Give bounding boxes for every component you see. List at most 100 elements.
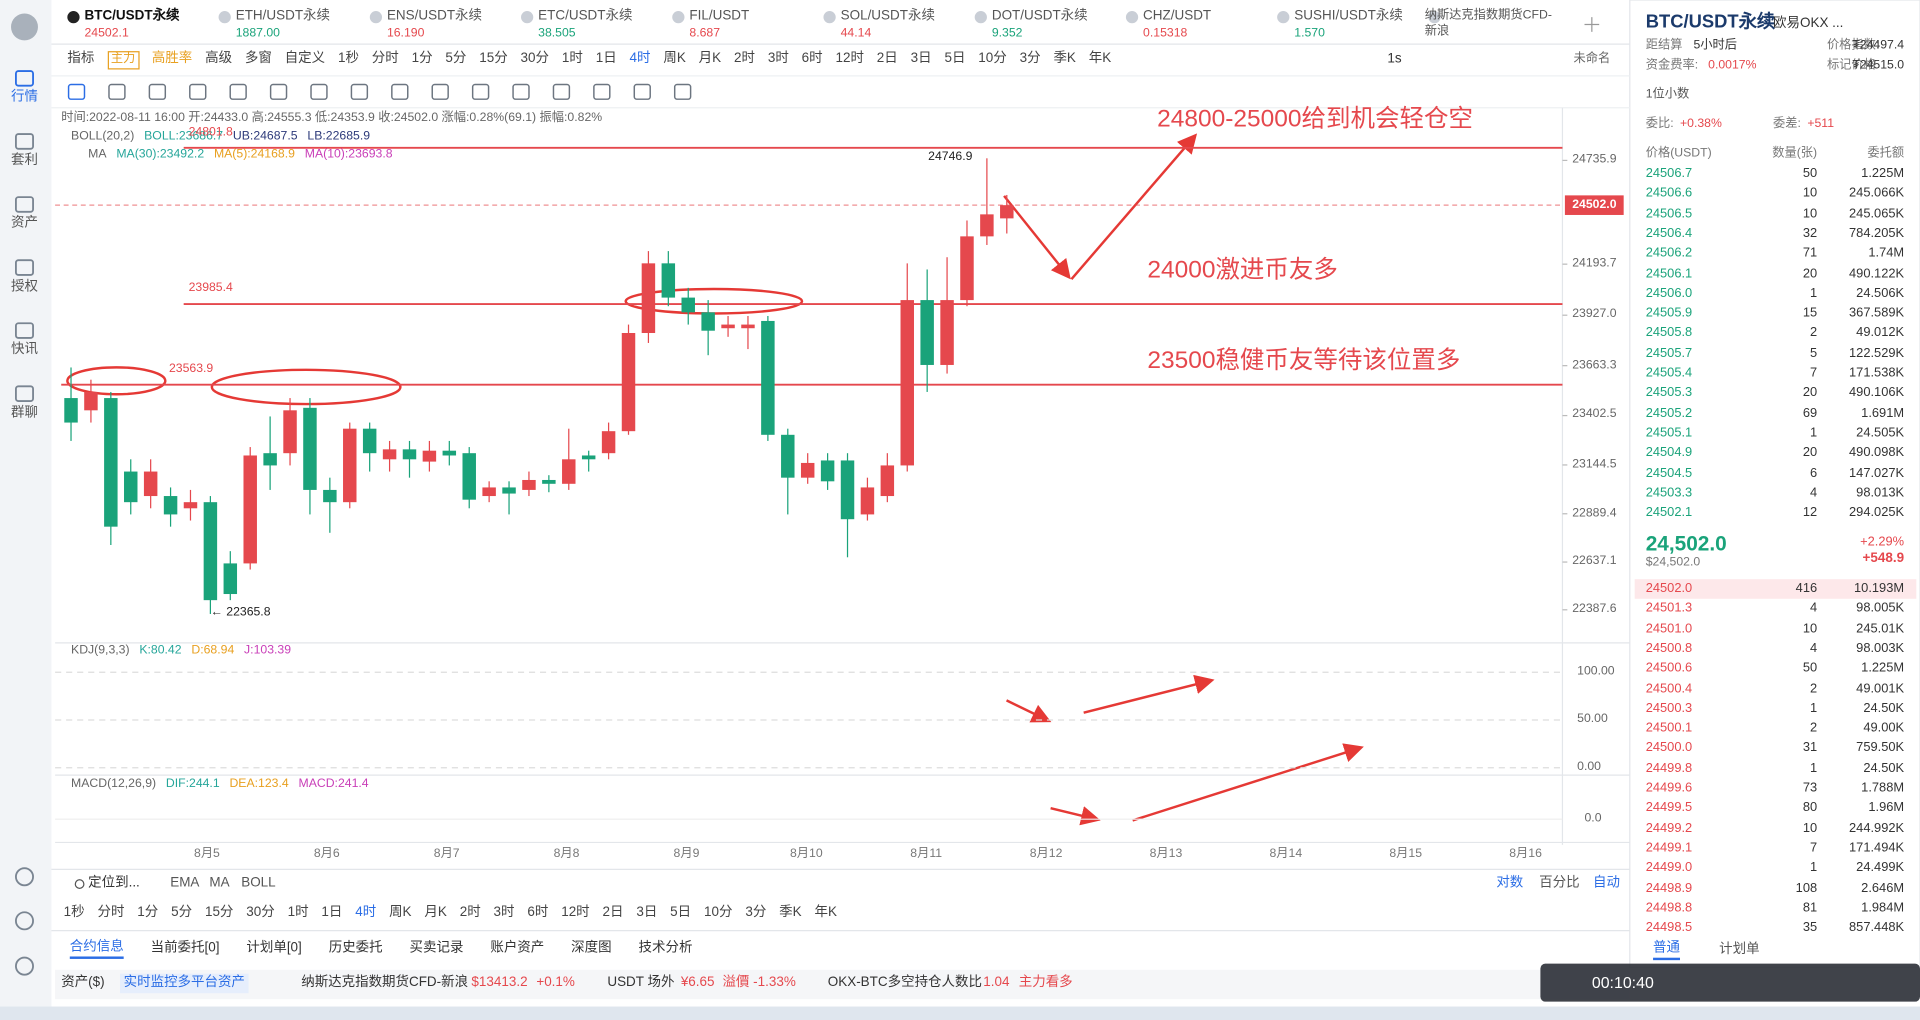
timeframe[interactable]: 2时 [734, 51, 755, 67]
order-price[interactable]: 24499.1 [1645, 840, 1693, 856]
timeframe[interactable]: 1分 [137, 905, 159, 920]
order-price[interactable]: 24506.4 [1645, 225, 1693, 241]
bottom-tab[interactable]: 买卖记录 [409, 940, 464, 956]
draw-tool[interactable] [552, 83, 571, 100]
timeframe[interactable]: 3日 [910, 51, 932, 67]
scale-toggle[interactable]: 对数 [1496, 875, 1524, 891]
timeframe[interactable]: 3时 [493, 905, 515, 920]
scale-toggle[interactable]: 百分比 [1539, 875, 1580, 891]
toolbar-item[interactable]: 多窗 [244, 51, 272, 67]
sidebar-icon[interactable] [15, 867, 34, 887]
timeframe[interactable]: 4时 [629, 51, 651, 67]
timeframe[interactable]: 3分 [1019, 51, 1041, 67]
order-price[interactable]: 24500.4 [1645, 680, 1693, 696]
order-price[interactable]: 24500.3 [1645, 700, 1693, 716]
order-price[interactable]: 24505.4 [1645, 365, 1693, 381]
panel-tab[interactable]: 计划单 [1719, 941, 1760, 957]
draw-tool[interactable] [593, 83, 611, 100]
sidebar-icon[interactable] [15, 259, 34, 276]
timeframe[interactable]: 10分 [704, 905, 733, 920]
toolbar-item[interactable]: 指标 [67, 51, 95, 67]
draw-tool[interactable] [633, 83, 651, 100]
toolbar-item[interactable]: 未命名 [1573, 52, 1611, 66]
panel-tab[interactable]: 普通 [1653, 941, 1681, 960]
timeframe[interactable]: 5日 [670, 905, 692, 920]
locate-button[interactable]: 定位到... [88, 875, 140, 891]
draw-tool[interactable] [269, 83, 288, 100]
order-price[interactable]: 24500.0 [1645, 740, 1693, 756]
timeframe[interactable]: 5分 [445, 51, 467, 67]
toolbar-item[interactable]: 自定义 [284, 51, 326, 67]
order-price[interactable]: 24499.8 [1645, 760, 1693, 776]
order-price[interactable]: 24501.3 [1645, 600, 1693, 616]
order-price[interactable]: 24500.1 [1645, 720, 1693, 736]
timeframe[interactable]: 月K [424, 905, 447, 920]
bottom-tab[interactable]: 账户资产 [490, 940, 545, 956]
draw-tool[interactable] [108, 83, 126, 100]
order-price[interactable]: 24504.9 [1645, 445, 1693, 460]
tab-name[interactable]: FIL/USDT [689, 8, 750, 24]
timeframe[interactable]: 5分 [171, 905, 193, 920]
tab-name[interactable]: ETC/USDT永续 [538, 8, 633, 24]
timeframe[interactable]: 30分 [246, 905, 275, 920]
timeframe[interactable]: 1秒 [337, 51, 359, 67]
timeframe[interactable]: 1分 [411, 51, 433, 67]
timeframe[interactable]: 季K [1053, 51, 1076, 67]
indicator-toggle[interactable]: EMA [170, 875, 200, 891]
draw-tool[interactable] [310, 83, 328, 100]
timeframe[interactable]: 年K [1088, 51, 1112, 67]
timeframe[interactable]: 月K [698, 51, 722, 67]
timeframe[interactable]: 6时 [527, 905, 549, 920]
tab-name[interactable]: BTC/USDT永续 [84, 8, 180, 24]
timeframe[interactable]: 年K [814, 905, 837, 920]
timeframe[interactable]: 4时 [355, 905, 377, 920]
draw-tool[interactable] [350, 83, 369, 100]
order-price[interactable]: 24506.6 [1645, 185, 1693, 201]
sidebar-item[interactable]: 行情 [11, 89, 38, 105]
timeframe[interactable]: 1日 [321, 905, 343, 920]
bottom-tab[interactable]: 技术分析 [638, 940, 693, 956]
timeframe[interactable]: 分时 [371, 51, 399, 67]
bottom-tab[interactable]: 计划单[0] [246, 940, 302, 956]
draw-tool[interactable] [229, 83, 247, 100]
tab-name[interactable]: CHZ/USDT [1143, 8, 1212, 24]
bottom-tab[interactable]: 当前委托[0] [150, 940, 220, 956]
sidebar-icon[interactable] [15, 70, 34, 87]
draw-tool[interactable] [471, 83, 490, 100]
timeframe[interactable]: 10分 [978, 51, 1007, 67]
order-price[interactable]: 24505.7 [1645, 345, 1693, 361]
sidebar-item[interactable]: 资产 [11, 215, 38, 231]
timeframe[interactable]: 3日 [636, 905, 658, 920]
order-price[interactable]: 24503.3 [1645, 485, 1693, 500]
order-price[interactable]: 24506.1 [1645, 265, 1693, 281]
order-price[interactable]: 24505.1 [1645, 425, 1693, 440]
tab-name[interactable]: DOT/USDT永续 [991, 8, 1088, 24]
order-price[interactable]: 24505.2 [1645, 405, 1693, 421]
draw-tool[interactable] [391, 83, 409, 100]
timeframe[interactable]: 分时 [97, 905, 125, 920]
symbol-title[interactable]: BTC/USDT永续 [1645, 11, 1776, 33]
timeframe[interactable]: 3分 [745, 905, 767, 920]
order-price[interactable]: 24499.2 [1645, 820, 1693, 836]
timeframe[interactable]: 周K [663, 51, 686, 67]
timeframe[interactable]: 15分 [204, 905, 234, 920]
timeframe[interactable]: 1时 [287, 905, 309, 920]
sidebar-icon[interactable] [15, 196, 34, 213]
timeframe[interactable]: 15分 [479, 51, 508, 67]
video-overlay[interactable] [1540, 963, 1920, 1002]
draw-tool[interactable] [189, 83, 207, 100]
order-price[interactable]: 24506.0 [1645, 285, 1693, 301]
sidebar-icon[interactable] [15, 385, 34, 402]
bottom-tab[interactable]: 深度图 [571, 940, 612, 956]
bottom-tab[interactable]: 历史委托 [328, 940, 383, 956]
toolbar-item[interactable]: 高级 [205, 51, 233, 67]
timeframe[interactable]: 1日 [595, 51, 617, 67]
bottom-tab[interactable]: 合约信息 [69, 939, 124, 959]
order-price[interactable]: 24505.9 [1645, 305, 1693, 321]
sidebar-icon[interactable] [15, 956, 34, 976]
order-price[interactable]: 24498.9 [1645, 880, 1693, 896]
sidebar-item[interactable]: 套利 [11, 152, 38, 168]
order-price[interactable]: 24501.0 [1645, 620, 1693, 636]
sidebar-item[interactable]: 快讯 [11, 341, 38, 357]
timeframe[interactable]: 3时 [767, 51, 789, 67]
